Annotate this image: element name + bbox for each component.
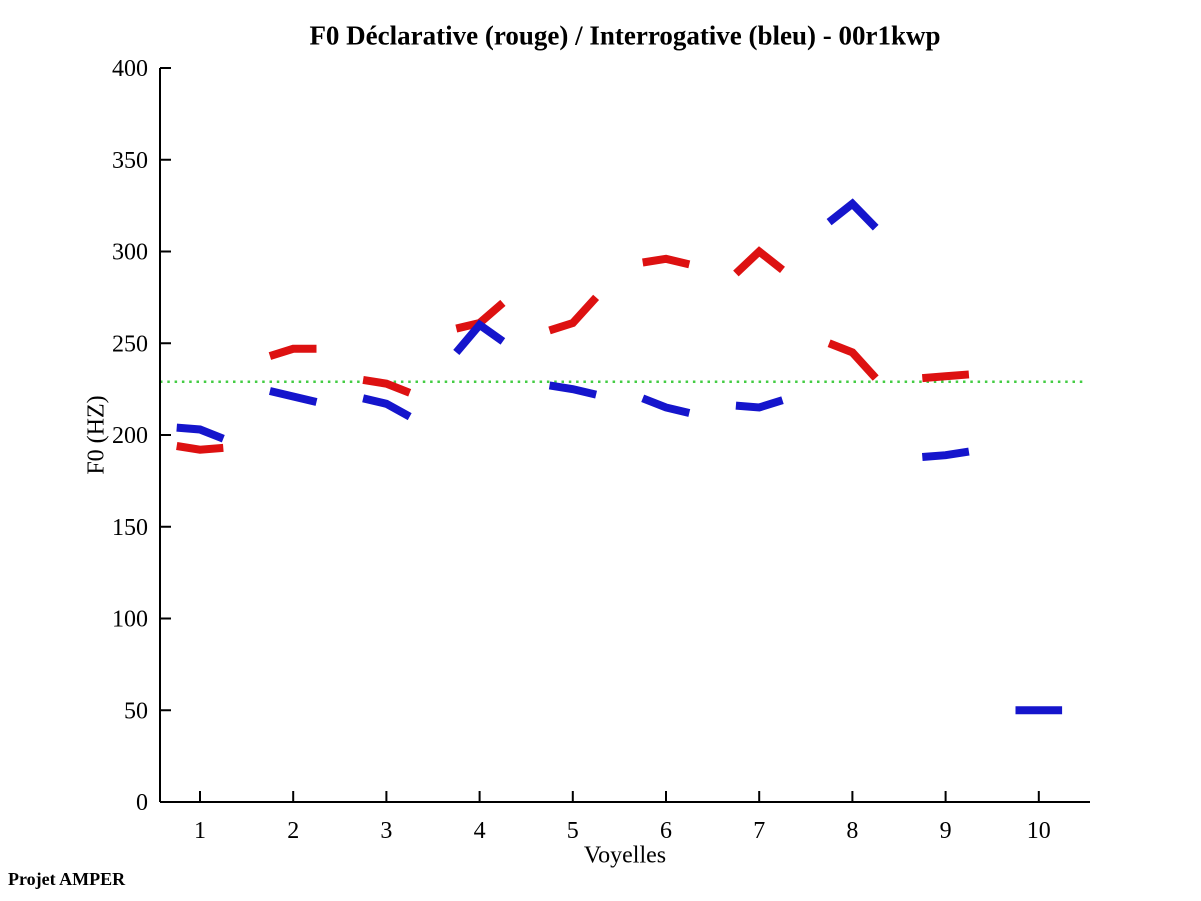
x-tick-label: 4: [474, 818, 486, 844]
series-declarative-vowel-6: [642, 254, 691, 269]
project-label: Projet AMPER: [8, 869, 126, 889]
y-tick-label: 0: [136, 790, 148, 816]
y-tick-label: 200: [112, 423, 148, 449]
series-declarative-vowel-8: [827, 339, 879, 381]
series-interrogative-vowel-4: [453, 319, 506, 356]
series-declarative-vowel-5: [548, 294, 600, 335]
series-interrogative-vowel-8: [826, 198, 879, 231]
series-interrogative-vowel-2: [268, 387, 318, 406]
y-tick-label: 400: [112, 56, 148, 82]
series-interrogative-vowel-5: [548, 381, 598, 399]
series-interrogative-vowel-6: [641, 394, 691, 417]
x-tick-label: 8: [846, 818, 858, 844]
x-axis-label: Voyelles: [583, 842, 667, 869]
x-tick-label: 7: [753, 818, 765, 844]
x-tick-label: 10: [1027, 818, 1051, 844]
y-tick-label: 150: [112, 515, 148, 541]
series-declarative-vowel-2: [268, 344, 317, 360]
x-tick-label: 1: [194, 818, 206, 844]
chart-title: F0 Déclarative (rouge) / Interrogative (…: [309, 20, 941, 51]
series-interrogative-vowel-1: [176, 423, 225, 443]
x-tick-label: 3: [380, 818, 392, 844]
series-declarative-vowel-7: [733, 246, 785, 277]
y-tick-label: 100: [112, 607, 148, 633]
x-tick-label: 6: [660, 818, 672, 844]
y-tick-label: 350: [112, 148, 148, 174]
series-interrogative-vowel-7: [735, 396, 784, 412]
series-declarative-vowel-3: [362, 375, 412, 397]
y-tick-label: 50: [124, 698, 148, 724]
series-interrogative-vowel-9: [921, 447, 970, 462]
y-tick-label: 250: [112, 331, 148, 357]
series-declarative-vowel-1: [176, 442, 224, 454]
x-tick-label: 2: [287, 818, 299, 844]
x-tick-label: 5: [567, 818, 579, 844]
y-tick-label: 300: [112, 240, 148, 266]
x-tick-label: 9: [940, 818, 952, 844]
series-declarative-vowel-9: [921, 370, 970, 383]
series-interrogative-vowel-3: [362, 394, 412, 421]
